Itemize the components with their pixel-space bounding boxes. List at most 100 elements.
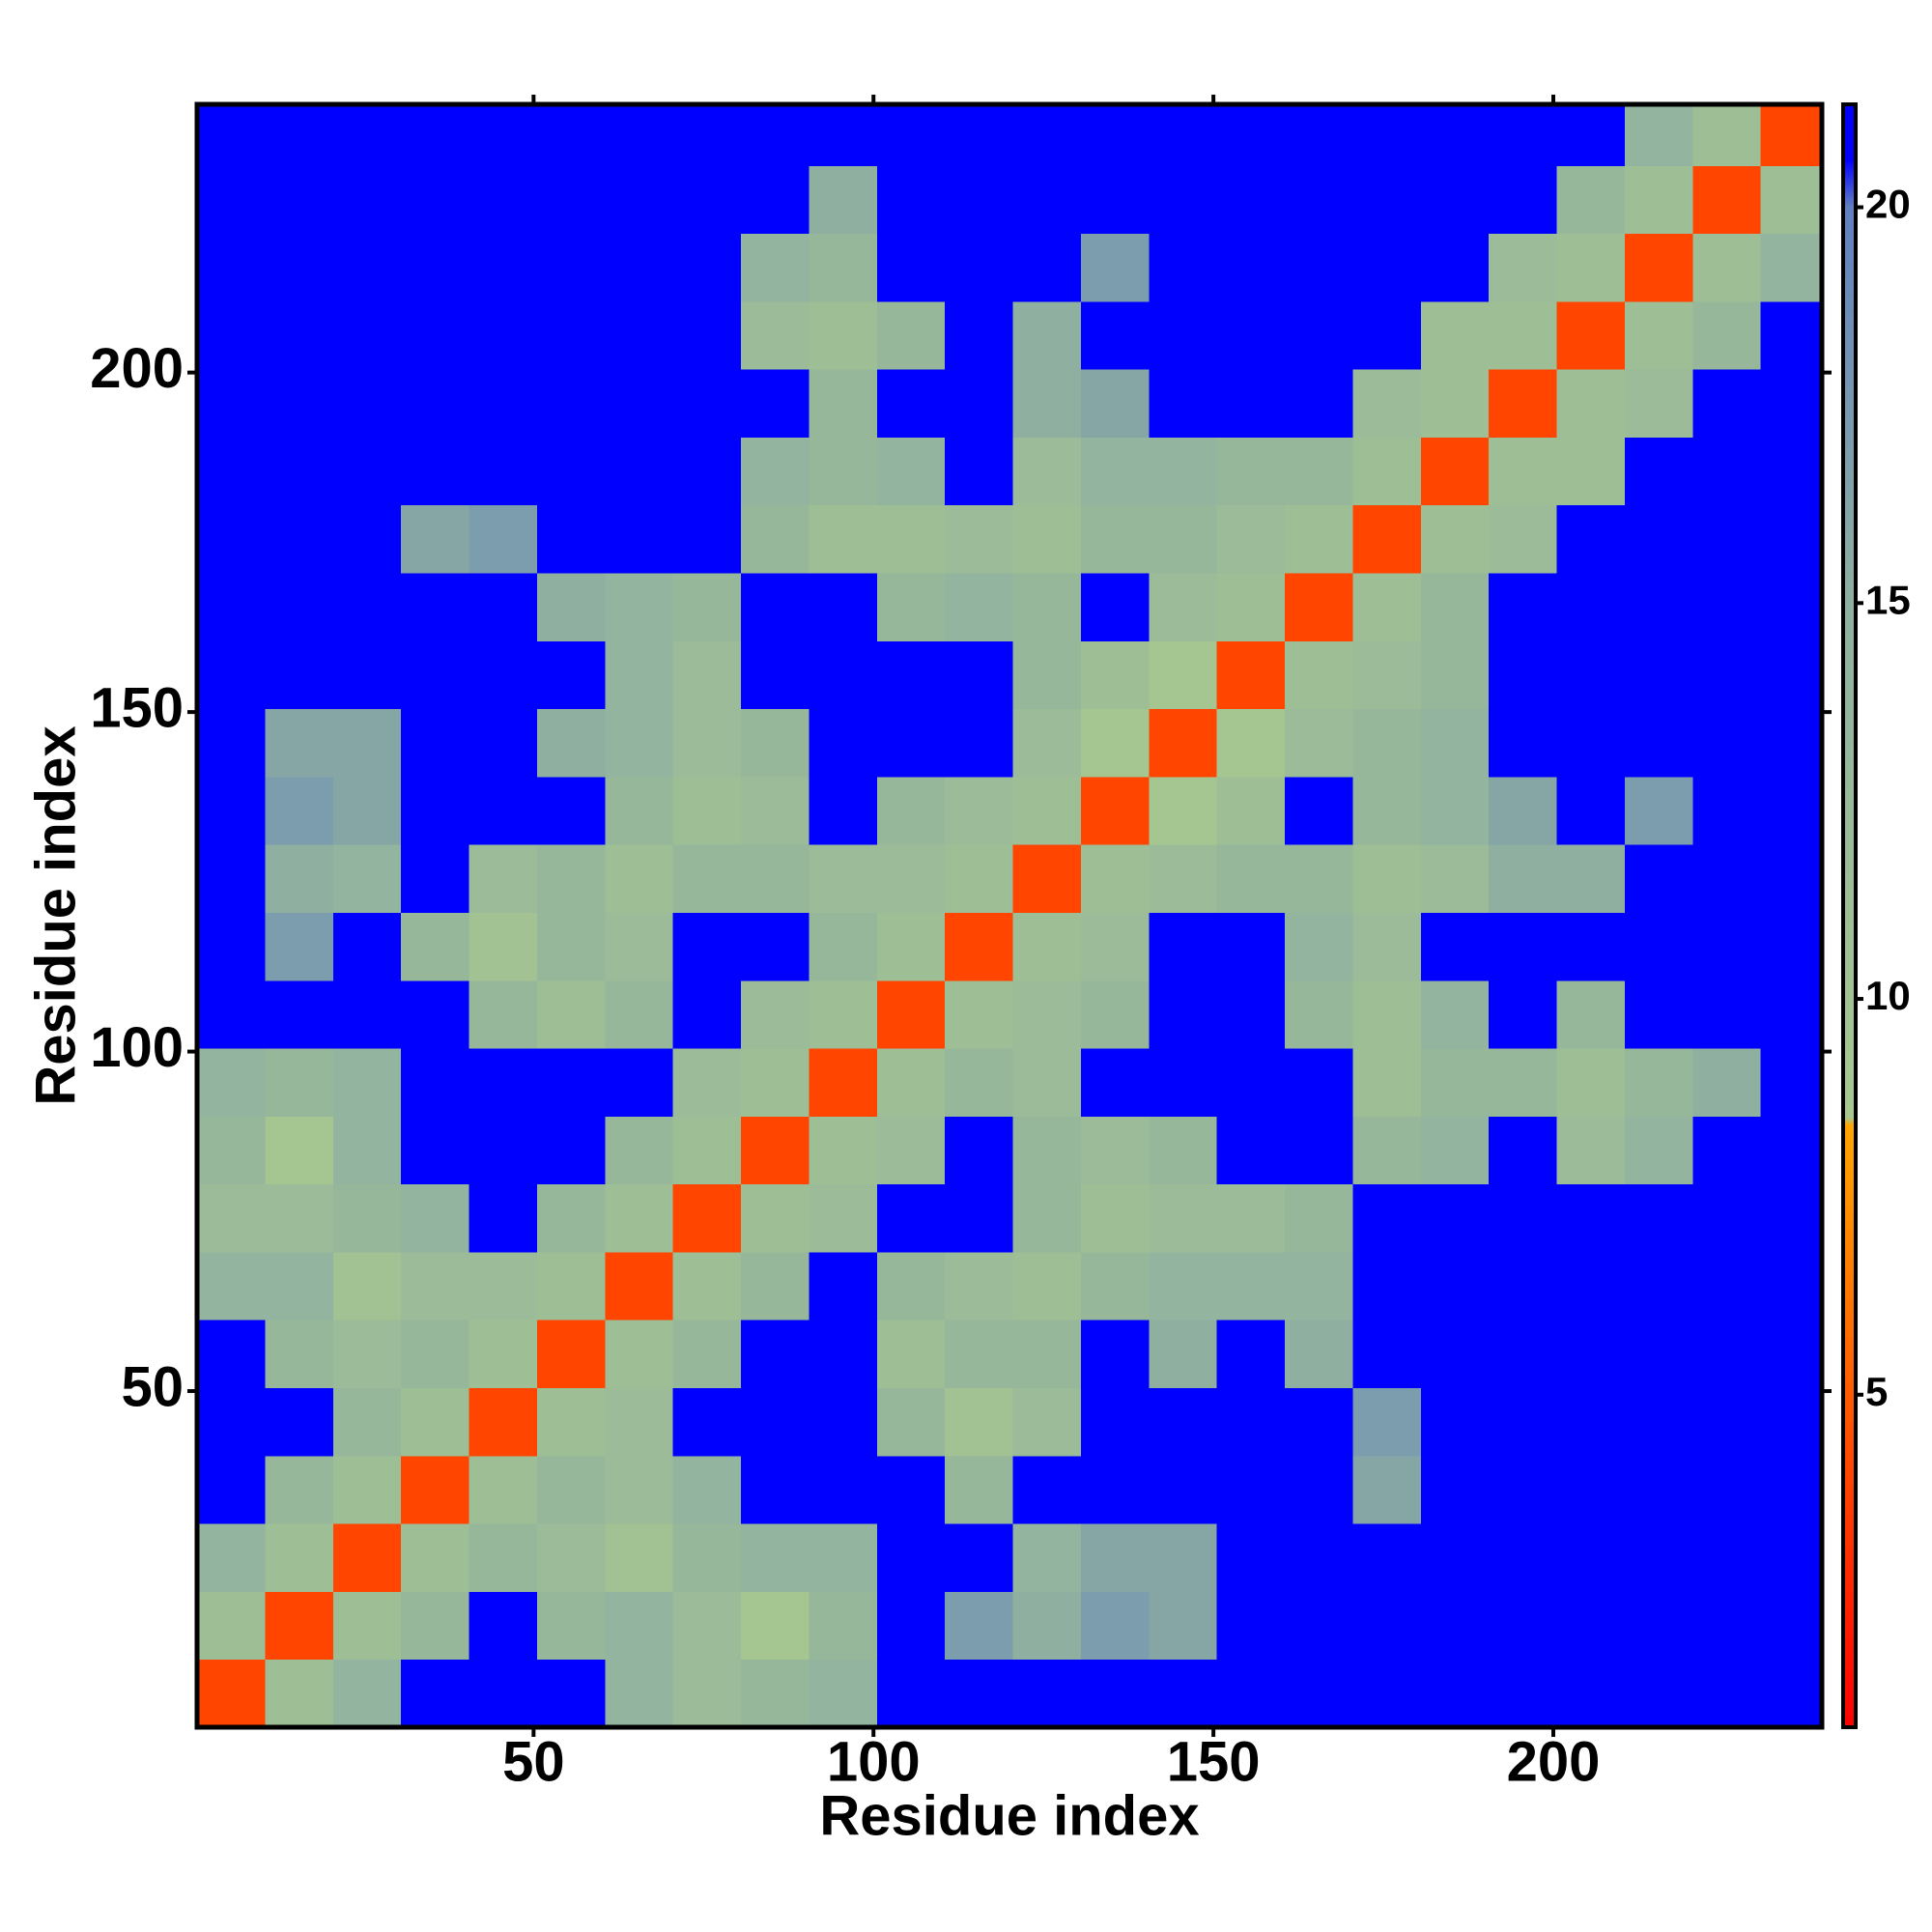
heatmap-cell [1489, 776, 1558, 845]
heatmap-cell [536, 776, 606, 845]
heatmap-cell [536, 1591, 606, 1661]
heatmap-cell [401, 369, 470, 438]
heatmap-cell [1216, 1251, 1286, 1321]
heatmap-cell [605, 104, 674, 166]
heatmap-cell [809, 1048, 878, 1117]
heatmap-cell [1692, 1251, 1762, 1321]
heatmap-cell [1420, 1251, 1490, 1321]
heatmap-cell [672, 912, 742, 981]
heatmap-cell [945, 1591, 1014, 1661]
heatmap-cell [1012, 104, 1082, 166]
heatmap-cell [876, 1455, 946, 1524]
heatmap-cell [1080, 573, 1150, 641]
heatmap-cell [469, 1387, 538, 1457]
heatmap-cell [945, 573, 1014, 641]
heatmap-cell [1012, 912, 1082, 981]
heatmap-cell [1692, 300, 1762, 370]
heatmap-cell [605, 1251, 674, 1321]
heatmap-cell [332, 104, 402, 166]
heatmap-cell [401, 980, 470, 1049]
heatmap-cell [1692, 504, 1762, 574]
heatmap-cell [469, 300, 538, 370]
heatmap-cell [1080, 980, 1150, 1049]
heatmap-cell [809, 300, 878, 370]
heatmap-cell [1285, 369, 1353, 438]
heatmap-cell [1285, 1387, 1353, 1457]
heatmap-cell [809, 165, 878, 235]
y-axis-title: Residue index [24, 725, 87, 1105]
heatmap-cell [332, 1048, 402, 1117]
heatmap-cell [1352, 369, 1422, 438]
heatmap-cell [741, 1591, 810, 1661]
heatmap-cell [1489, 1048, 1558, 1117]
heatmap-cell [741, 1320, 810, 1389]
heatmap-cell [945, 437, 1014, 506]
heatmap-cell [1556, 1183, 1626, 1253]
heatmap-cell [1352, 1659, 1422, 1728]
heatmap-cell [469, 437, 538, 506]
heatmap-cell [1080, 437, 1150, 506]
heatmap-cell [1285, 1251, 1353, 1321]
heatmap-cell [197, 1183, 266, 1253]
heatmap-cell [1080, 1320, 1150, 1389]
heatmap-cell [265, 1251, 334, 1321]
heatmap-cell [1012, 437, 1082, 506]
heatmap-cell [672, 1659, 742, 1728]
heatmap-cell [536, 165, 606, 235]
heatmap-cell [197, 1387, 266, 1457]
heatmap-cell [1489, 1320, 1558, 1389]
heatmap-cell [1624, 104, 1693, 166]
heatmap-cell [469, 369, 538, 438]
heatmap-cell [1285, 504, 1353, 574]
heatmap-cell [876, 504, 946, 574]
heatmap-cell [741, 233, 810, 302]
heatmap-cell [536, 844, 606, 913]
heatmap-cell [1216, 980, 1286, 1049]
heatmap-cell [1216, 369, 1286, 438]
heatmap-cell [1692, 437, 1762, 506]
heatmap-cell [945, 1523, 1014, 1592]
heatmap-cell [876, 1591, 946, 1661]
heatmap-cell [1624, 1251, 1693, 1321]
heatmap-cell [809, 1387, 878, 1457]
heatmap-cell [1692, 844, 1762, 913]
heatmap-cell [876, 640, 946, 710]
heatmap-cell [469, 1659, 538, 1728]
heatmap-cell [672, 369, 742, 438]
heatmap-cell [809, 1251, 878, 1321]
heatmap-cell [1285, 1320, 1353, 1389]
heatmap-cell [1489, 1591, 1558, 1661]
heatmap-cell [1149, 1591, 1218, 1661]
heatmap-cell [1760, 369, 1823, 438]
heatmap-cell [1420, 1523, 1490, 1592]
heatmap-cell [469, 1048, 538, 1117]
heatmap-cell [945, 1320, 1014, 1389]
heatmap-cell [809, 1116, 878, 1185]
heatmap-cell [265, 573, 334, 641]
heatmap-cell [672, 776, 742, 845]
heatmap-cell [1624, 844, 1693, 913]
heatmap-cell [1149, 708, 1218, 778]
heatmap-cell [401, 1659, 470, 1728]
heatmap-cell [605, 1659, 674, 1728]
heatmap-cell [197, 104, 266, 166]
heatmap-cell [1012, 980, 1082, 1049]
heatmap-cell [1489, 504, 1558, 574]
heatmap-cell [1285, 233, 1353, 302]
heatmap-cell [536, 912, 606, 981]
heatmap-cell [1760, 1320, 1823, 1389]
heatmap-cell [1624, 1183, 1693, 1253]
heatmap-cell [469, 844, 538, 913]
heatmap-cell [401, 104, 470, 166]
heatmap-cell [945, 369, 1014, 438]
heatmap-cell [672, 233, 742, 302]
heatmap-cell [1216, 573, 1286, 641]
x-axis-title: Residue index [819, 1784, 1199, 1847]
heatmap-cell [197, 1048, 266, 1117]
heatmap-cell [741, 1251, 810, 1321]
heatmap-cell [536, 300, 606, 370]
heatmap-cell [672, 504, 742, 574]
heatmap-cell [1149, 233, 1218, 302]
heatmap-cell [197, 233, 266, 302]
heatmap-cell [1012, 233, 1082, 302]
